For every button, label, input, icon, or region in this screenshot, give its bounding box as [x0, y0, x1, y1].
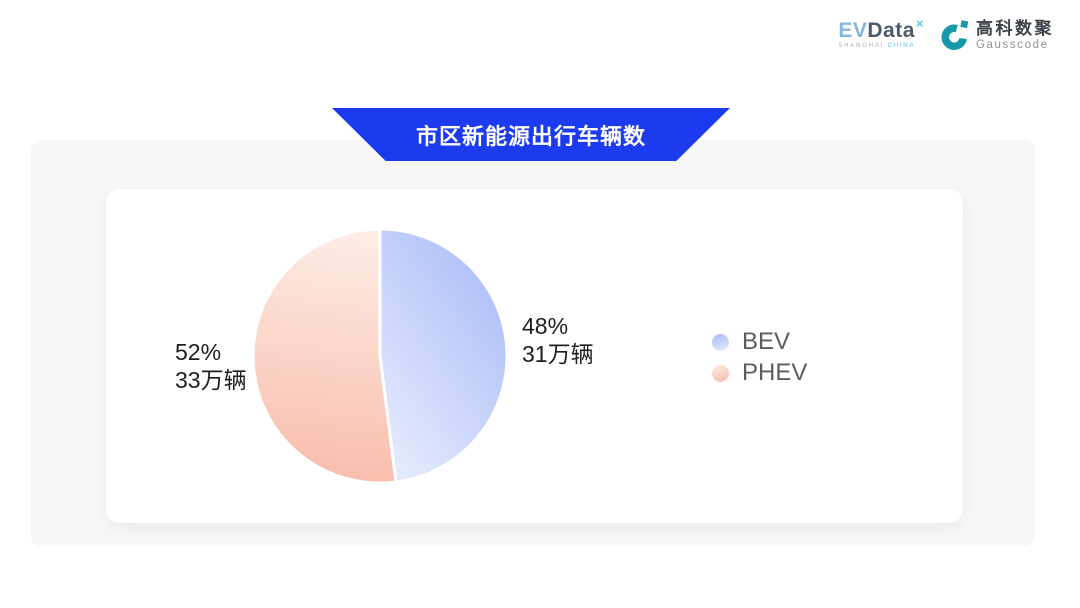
- pie-slice-bev[interactable]: [378, 227, 509, 484]
- chart-title-banner: 市区新能源出行车辆数: [332, 108, 730, 161]
- legend-item-bev[interactable]: BEV: [712, 330, 807, 354]
- legend-label: PHEV: [742, 359, 808, 386]
- bev-percent: 48%: [522, 313, 569, 339]
- evdata-x-icon: ×: [915, 16, 924, 31]
- evdata-ev-text: EV: [838, 19, 868, 42]
- gausscode-g-icon: [941, 20, 969, 50]
- bev-count: 31万辆: [522, 340, 594, 367]
- chart-legend: BEV PHEV: [712, 330, 807, 385]
- phev-count: 33万辆: [175, 366, 247, 393]
- gausscode-text: 高科数聚 Gausscode: [976, 19, 1054, 51]
- gausscode-cn-name: 高科数聚: [976, 19, 1054, 39]
- evdata-subtext: SHANGHAI CHINA: [838, 43, 924, 49]
- legend-label: BEV: [742, 328, 791, 355]
- pie-chart: [251, 227, 509, 485]
- gausscode-logo: 高科数聚 Gausscode: [940, 18, 1054, 52]
- chart-panel: 52% 33万辆 48% 31万辆 BEV PHEV: [31, 140, 1035, 546]
- phev-percent: 52%: [175, 339, 222, 365]
- phev-data-label: 52% 33万辆: [175, 339, 247, 394]
- evdata-wordmark: EVData×: [838, 17, 924, 42]
- legend-item-phev[interactable]: PHEV: [712, 361, 807, 385]
- gausscode-en-name: Gausscode: [976, 38, 1049, 51]
- header-logos: EVData× SHANGHAI CHINA 高科数聚 Gausscode: [838, 17, 1054, 52]
- evdata-logo: EVData× SHANGHAI CHINA: [838, 17, 924, 49]
- evdata-data-text: Data: [867, 19, 915, 42]
- chart-card: 52% 33万辆 48% 31万辆 BEV PHEV: [106, 189, 963, 523]
- pie-slice-phev[interactable]: [251, 227, 398, 485]
- evdata-subtext-right: CHINA: [887, 43, 916, 49]
- legend-marker-icon: [712, 333, 729, 351]
- evdata-subtext-left: SHANGHAI: [838, 43, 885, 49]
- bev-data-label: 48% 31万辆: [522, 313, 594, 368]
- chart-title: 市区新能源出行车辆数: [415, 123, 646, 149]
- legend-marker-icon: [712, 364, 729, 382]
